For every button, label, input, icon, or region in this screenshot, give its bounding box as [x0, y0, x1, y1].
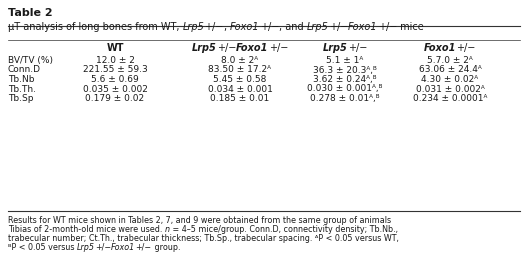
- Text: +/−: +/−: [347, 43, 367, 53]
- Text: n: n: [165, 225, 170, 234]
- Text: 0.278 ± 0.01ᴬ,ᴮ: 0.278 ± 0.01ᴬ,ᴮ: [310, 94, 380, 103]
- Text: 83.50 ± 17.2ᴬ: 83.50 ± 17.2ᴬ: [209, 65, 271, 74]
- Text: 221.55 ± 59.3: 221.55 ± 59.3: [82, 65, 147, 74]
- Text: ,: ,: [224, 22, 230, 32]
- Text: = 4–5 mice/group. Conn.D, connectivity density; Tb.Nb.,: = 4–5 mice/group. Conn.D, connectivity d…: [170, 225, 398, 234]
- Text: +/−: +/−: [269, 43, 288, 53]
- Text: 8.0 ± 2ᴬ: 8.0 ± 2ᴬ: [221, 56, 259, 65]
- Text: Lrp5: Lrp5: [307, 22, 329, 32]
- Text: 0.030 ± 0.001ᴬ,ᴮ: 0.030 ± 0.001ᴬ,ᴮ: [307, 84, 383, 94]
- Text: 5.6 ± 0.69: 5.6 ± 0.69: [91, 75, 139, 84]
- Text: 0.031 ± 0.002ᴬ: 0.031 ± 0.002ᴬ: [416, 84, 484, 94]
- Text: 12.0 ± 2: 12.0 ± 2: [96, 56, 135, 65]
- Text: BV/TV (%): BV/TV (%): [8, 56, 53, 65]
- Text: ᴮP < 0.05 versus: ᴮP < 0.05 versus: [8, 243, 77, 252]
- Text: group.: group.: [152, 243, 180, 252]
- Text: Foxo1: Foxo1: [236, 43, 269, 53]
- Text: 0.185 ± 0.01: 0.185 ± 0.01: [210, 94, 270, 103]
- Text: +/−: +/−: [135, 243, 152, 252]
- Text: 0.034 ± 0.001: 0.034 ± 0.001: [208, 84, 272, 94]
- Text: +/−: +/−: [378, 22, 397, 32]
- Text: Lrp5: Lrp5: [192, 43, 217, 53]
- Text: trabecular number; Ct.Th., trabecular thickness; Tb.Sp., trabecular spacing. ᴬP : trabecular number; Ct.Th., trabecular th…: [8, 234, 399, 243]
- Text: 3.62 ± 0.24ᴬ,ᴮ: 3.62 ± 0.24ᴬ,ᴮ: [313, 75, 377, 84]
- Text: Lrp5: Lrp5: [183, 22, 204, 32]
- Text: 0.179 ± 0.02: 0.179 ± 0.02: [86, 94, 145, 103]
- Text: Tb.Nb: Tb.Nb: [8, 75, 34, 84]
- Text: +/−: +/−: [329, 22, 348, 32]
- Text: +/−: +/−: [95, 243, 111, 252]
- Text: Foxo1: Foxo1: [348, 22, 378, 32]
- Text: +/−: +/−: [457, 43, 476, 53]
- Text: Conn.D: Conn.D: [8, 65, 41, 74]
- Text: 0.035 ± 0.002: 0.035 ± 0.002: [82, 84, 147, 94]
- Text: Foxo1: Foxo1: [424, 43, 457, 53]
- Text: Lrp5: Lrp5: [323, 43, 347, 53]
- Text: Table 2: Table 2: [8, 8, 53, 18]
- Text: mice: mice: [397, 22, 424, 32]
- Text: 0.234 ± 0.0001ᴬ: 0.234 ± 0.0001ᴬ: [413, 94, 487, 103]
- Text: Tb.Sp: Tb.Sp: [8, 94, 33, 103]
- Text: Results for WT mice shown in Tables 2, 7, and 9 were obtained from the same grou: Results for WT mice shown in Tables 2, 7…: [8, 216, 391, 225]
- Text: 4.30 ± 0.02ᴬ: 4.30 ± 0.02ᴬ: [421, 75, 478, 84]
- Text: 5.1 ± 1ᴬ: 5.1 ± 1ᴬ: [326, 56, 364, 65]
- Text: 5.45 ± 0.58: 5.45 ± 0.58: [213, 75, 267, 84]
- Text: WT: WT: [106, 43, 124, 53]
- Text: +/−: +/−: [217, 43, 236, 53]
- Text: , and: , and: [279, 22, 307, 32]
- Text: +/−: +/−: [204, 22, 224, 32]
- Text: 36.3 ± 20.3ᴬ,ᴮ: 36.3 ± 20.3ᴬ,ᴮ: [313, 65, 377, 74]
- Text: 5.7.0 ± 2ᴬ: 5.7.0 ± 2ᴬ: [427, 56, 473, 65]
- Text: 63.06 ± 24.4ᴬ: 63.06 ± 24.4ᴬ: [419, 65, 482, 74]
- Text: +/−: +/−: [260, 22, 279, 32]
- Text: Lrp5: Lrp5: [77, 243, 95, 252]
- Text: Tb.Th.: Tb.Th.: [8, 84, 36, 94]
- Text: μT analysis of long bones from WT,: μT analysis of long bones from WT,: [8, 22, 183, 32]
- Text: Foxo1: Foxo1: [111, 243, 135, 252]
- Text: Tibias of 2-month-old mice were used.: Tibias of 2-month-old mice were used.: [8, 225, 165, 234]
- Text: Foxo1: Foxo1: [230, 22, 260, 32]
